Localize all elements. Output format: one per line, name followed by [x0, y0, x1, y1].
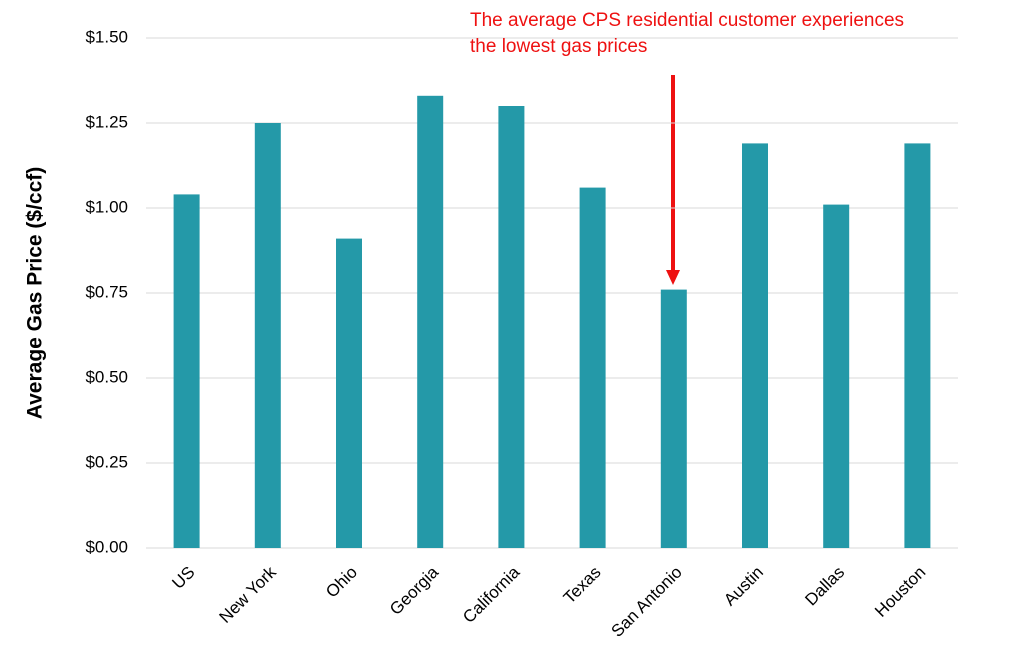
- bar: [660, 289, 687, 548]
- x-tick-label: Houston: [871, 563, 929, 621]
- bar: [254, 123, 281, 548]
- x-tick-label: San Antonio: [608, 563, 686, 641]
- x-tick-label: Austin: [720, 563, 767, 610]
- x-tick-label: Texas: [560, 563, 605, 608]
- annotation: The average CPS residential customer exp…: [470, 10, 904, 31]
- bar: [173, 194, 200, 548]
- bar: [417, 95, 444, 549]
- x-tick-label: New York: [216, 562, 281, 627]
- y-axis-label: Average Gas Price ($/ccf): [24, 167, 47, 420]
- bar: [579, 187, 606, 548]
- x-tick-label: Georgia: [386, 562, 443, 619]
- y-tick-label: $0.75: [85, 282, 128, 301]
- x-tick-label: Ohio: [322, 563, 361, 602]
- bar: [336, 238, 362, 548]
- x-tick-label: California: [459, 562, 524, 627]
- y-tick-label: $1.50: [85, 27, 128, 46]
- y-tick-label: $0.25: [85, 452, 128, 471]
- y-tick-label: $1.25: [85, 112, 128, 131]
- bar: [498, 106, 525, 548]
- y-tick-label: $0.50: [85, 367, 128, 386]
- x-tick-label: US: [168, 563, 198, 593]
- bar: [742, 143, 768, 548]
- y-tick-label: $1.00: [85, 197, 128, 216]
- annotation: the lowest gas prices: [470, 36, 647, 57]
- bar: [904, 143, 931, 548]
- y-tick-label: $0.00: [85, 537, 128, 556]
- annotation-arrowhead: [666, 270, 680, 285]
- bar: [823, 204, 850, 548]
- x-tick-label: Dallas: [801, 563, 848, 610]
